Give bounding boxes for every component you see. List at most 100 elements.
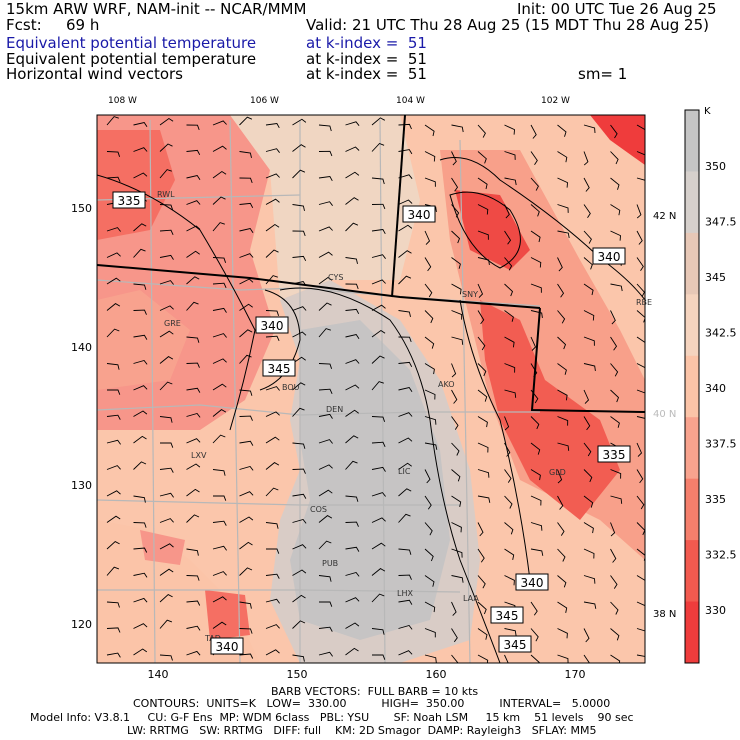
wind-barb (318, 201, 333, 206)
wind-barb (371, 142, 385, 152)
contour-label-335-nw: 335 (112, 191, 146, 209)
wind-barb (477, 310, 485, 325)
wind-barb (477, 151, 487, 164)
station-pub: PUB (322, 559, 338, 568)
wind-barb (583, 204, 591, 218)
wind-barb (610, 601, 619, 615)
wind-barb (477, 230, 489, 240)
wind-barb (106, 277, 121, 285)
wind-barb (398, 624, 413, 630)
field-3-level: at k-index = 51 (306, 65, 427, 83)
wind-barb (345, 622, 360, 629)
wind-barb (583, 310, 595, 321)
wind-barb (530, 416, 540, 430)
wind-barb (477, 469, 490, 478)
wind-barb (106, 151, 121, 157)
wind-barb (530, 469, 541, 481)
wind-barb (583, 522, 594, 534)
wind-barb (265, 522, 279, 529)
wind-barb (424, 575, 435, 587)
wind-barb (477, 628, 488, 640)
wind-barb (583, 416, 591, 431)
wind-barb (106, 439, 121, 445)
wind-barb (398, 488, 412, 497)
wind-barb (106, 627, 121, 633)
wind-barb (451, 548, 463, 558)
wind-barb (610, 548, 617, 563)
wind-barb (239, 227, 254, 233)
contour-label-340-w: 340 (255, 316, 289, 334)
colorbar-swatch (685, 540, 699, 603)
wind-barb (186, 412, 201, 418)
wind-barb (345, 384, 360, 391)
wind-barb (292, 255, 307, 262)
wind-barb (212, 145, 227, 152)
wind-barb (610, 628, 620, 641)
wind-barb (239, 303, 253, 311)
wind-barb (451, 283, 462, 295)
wind-barb (265, 123, 280, 129)
wind-barb (504, 548, 515, 560)
field-1-level: at k-index = 51 (306, 34, 427, 52)
wind-barb (636, 310, 645, 323)
wind-barb (557, 416, 569, 426)
wind-barb (133, 283, 147, 290)
wind-barb (636, 151, 645, 156)
wind-barb (318, 575, 332, 582)
wind-barb (504, 310, 514, 322)
wind-barb (133, 435, 147, 444)
model-info-physics: LW: RRTMG SW: RRTMG DIFF: full KM: 2D Sm… (127, 724, 597, 737)
wind-barb (318, 124, 332, 132)
wind-barb (292, 594, 306, 603)
wind-barb (265, 649, 280, 656)
wind-barb (106, 490, 121, 497)
wind-barb (398, 199, 413, 205)
contour-label-335-e: 335 (597, 445, 631, 463)
wind-barb (398, 250, 412, 258)
wind-barb (398, 386, 413, 392)
wind-barb (106, 363, 120, 370)
wind-barb (424, 230, 431, 245)
wind-barb (583, 230, 592, 244)
wind-barb (424, 416, 437, 425)
wind-barb (530, 601, 538, 616)
wind-barb (557, 442, 570, 451)
station-den: DEN (326, 405, 343, 414)
wind-barb (292, 407, 305, 417)
wind-barb (212, 383, 227, 391)
svg-text:345: 345 (504, 638, 527, 652)
wind-barb (106, 465, 121, 470)
wind-barb (530, 495, 542, 506)
contour-legend: CONTOURS: UNITS=K LOW= 330.00 HIGH= 350.… (133, 697, 611, 710)
wind-barb (239, 389, 253, 396)
contour-label-345-se2: 345 (498, 635, 532, 653)
wind-barb (107, 389, 121, 395)
wind-barb (610, 416, 620, 428)
wind-barb (186, 488, 200, 497)
wind-barb (530, 283, 542, 293)
wind-barb (371, 628, 385, 635)
wind-barb (159, 543, 174, 550)
wind-barb (345, 597, 360, 603)
colorbar-label: 332.5 (705, 549, 737, 562)
wind-barb (133, 385, 148, 391)
wind-barb (398, 437, 413, 444)
wind-barb (186, 362, 200, 368)
colorbar-label: 342.5 (705, 327, 737, 340)
wind-barb (212, 196, 226, 205)
colorbar-label: 330 (705, 604, 726, 617)
wind-barb (636, 363, 645, 369)
wind-barb (133, 547, 148, 553)
wind-barb (371, 329, 386, 338)
wind-barb (239, 491, 254, 497)
wind-barb (212, 621, 227, 629)
wind-barb (106, 566, 120, 576)
wind-barb (106, 328, 120, 338)
station-gld: GLD (549, 468, 566, 477)
wind-barb (583, 177, 590, 192)
wind-barb (451, 124, 464, 133)
wind-barb (133, 410, 148, 417)
field-1-name: Equivalent potential temperature (6, 34, 257, 52)
wind-barb (583, 283, 594, 296)
wind-barb (345, 647, 359, 656)
